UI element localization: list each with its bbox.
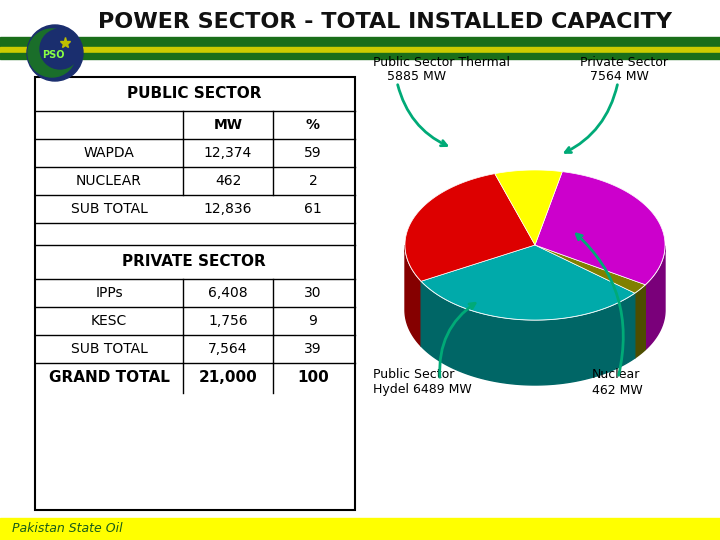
Bar	[0, 518, 720, 540]
Bar	[0, 37, 720, 47]
Text: Pakistan State Oil: Pakistan State Oil	[12, 523, 122, 536]
Text: 7,564: 7,564	[208, 342, 248, 356]
Polygon shape	[635, 285, 645, 358]
Polygon shape	[495, 170, 562, 245]
Polygon shape	[495, 170, 562, 245]
Text: IPPs: IPPs	[95, 286, 123, 300]
Polygon shape	[421, 245, 635, 320]
Polygon shape	[535, 245, 645, 293]
Text: PRIVATE SECTOR: PRIVATE SECTOR	[122, 254, 266, 269]
Text: 100: 100	[297, 370, 329, 386]
Text: NUCLEAR: NUCLEAR	[76, 174, 142, 188]
Text: %: %	[306, 118, 320, 132]
Polygon shape	[421, 281, 635, 385]
Text: Private Sector: Private Sector	[580, 57, 668, 70]
Bar	[0, 47, 720, 53]
Circle shape	[40, 29, 80, 69]
Text: 21,000: 21,000	[199, 370, 257, 386]
Polygon shape	[535, 245, 645, 293]
Bar	[35, 77, 355, 510]
Polygon shape	[405, 174, 535, 281]
Text: 462 MW: 462 MW	[592, 383, 643, 396]
Polygon shape	[535, 172, 665, 285]
Text: PUBLIC SECTOR: PUBLIC SECTOR	[127, 86, 261, 102]
Circle shape	[28, 29, 76, 77]
Text: Hydel 6489 MW: Hydel 6489 MW	[373, 383, 472, 396]
Bar	[0, 53, 720, 59]
Circle shape	[27, 25, 83, 81]
Text: MW: MW	[214, 118, 243, 132]
Text: PSO: PSO	[42, 50, 64, 60]
Polygon shape	[535, 172, 665, 285]
Text: 5885 MW: 5885 MW	[387, 71, 446, 84]
Text: 12,374: 12,374	[204, 146, 252, 160]
Text: 6,408: 6,408	[208, 286, 248, 300]
Text: POWER SECTOR - TOTAL INSTALLED CAPACITY: POWER SECTOR - TOTAL INSTALLED CAPACITY	[98, 12, 672, 32]
Polygon shape	[405, 174, 535, 281]
Text: KESC: KESC	[91, 314, 127, 328]
Text: Nuclear: Nuclear	[592, 368, 640, 381]
Text: 9: 9	[309, 314, 318, 328]
Text: 59: 59	[304, 146, 322, 160]
Text: Public Sector: Public Sector	[373, 368, 454, 381]
Text: SUB TOTAL: SUB TOTAL	[71, 202, 148, 216]
Polygon shape	[645, 246, 665, 350]
Text: Public Sector Thermal: Public Sector Thermal	[373, 57, 510, 70]
Text: 12,836: 12,836	[204, 202, 252, 216]
Text: GRAND TOTAL: GRAND TOTAL	[48, 370, 169, 386]
Text: 2: 2	[309, 174, 318, 188]
Text: 1,756: 1,756	[208, 314, 248, 328]
Text: 61: 61	[304, 202, 322, 216]
Text: WAPDA: WAPDA	[84, 146, 135, 160]
Polygon shape	[405, 245, 421, 346]
Polygon shape	[421, 245, 635, 320]
Text: 39: 39	[304, 342, 322, 356]
Text: 30: 30	[305, 286, 322, 300]
Text: SUB TOTAL: SUB TOTAL	[71, 342, 148, 356]
Text: 7564 MW: 7564 MW	[590, 71, 649, 84]
Text: 462: 462	[215, 174, 241, 188]
